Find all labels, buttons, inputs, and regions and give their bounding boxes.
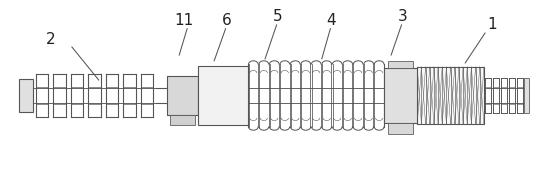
- Bar: [524, 78, 529, 113]
- Bar: [170, 115, 195, 125]
- Bar: [19, 79, 33, 112]
- Text: 4: 4: [326, 13, 336, 28]
- Bar: [167, 76, 198, 115]
- Bar: [389, 61, 413, 68]
- Text: 3: 3: [398, 9, 407, 24]
- Text: 6: 6: [222, 13, 231, 28]
- Bar: [384, 68, 417, 123]
- Text: 5: 5: [273, 9, 282, 24]
- Text: 11: 11: [174, 13, 194, 28]
- Text: 2: 2: [46, 32, 56, 47]
- Text: 1: 1: [487, 17, 497, 32]
- Bar: [198, 66, 248, 125]
- Bar: [417, 67, 484, 124]
- Bar: [389, 123, 413, 134]
